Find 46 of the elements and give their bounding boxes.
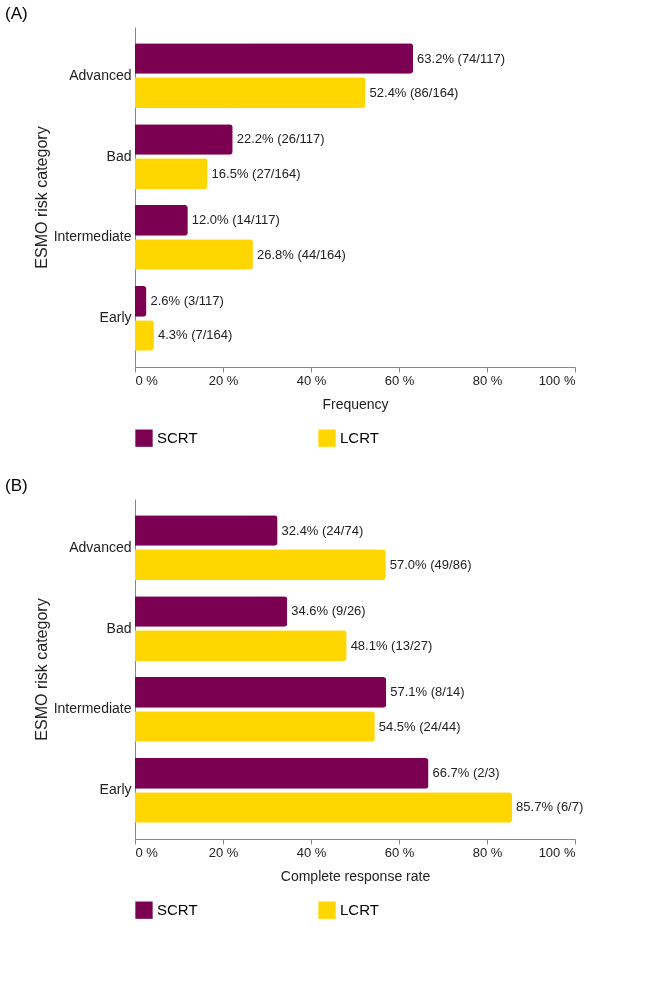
x-tick-label: 100 % [538,372,576,388]
y-tick-label: Intermediate [53,228,132,245]
data-label: 22.2% (26/117) [236,131,325,147]
data-label: 48.1% (13/27) [350,637,433,653]
data-label: 66.7% (2/3) [432,765,500,781]
y-tick-label: Advanced [69,538,132,555]
data-label: 34.6% (9/26) [291,603,366,619]
x-tick-label: 0 % [135,372,159,388]
data-label: 16.5% (27/164) [211,165,301,181]
legend-label: LCRT [340,429,379,447]
data-label: 57.1% (8/14) [390,684,465,700]
y-tick-label: Early [99,781,132,798]
x-axis-title: Complete response rate [280,867,431,884]
y-tick-label: Bad [106,147,132,164]
data-label: 63.2% (74/117) [417,50,506,66]
data-label: 12.0% (14/117) [191,212,280,228]
legend-label: SCRT [157,901,198,919]
data-label: 4.3% (7/164) [157,327,233,343]
data-label: 85.7% (6/7) [516,799,584,815]
x-tick-label: 60 % [384,372,415,388]
y-axis-title: ESMO risk category [32,126,50,269]
data-label: 26.8% (44/164) [256,246,346,262]
y-tick-label: Advanced [69,66,132,83]
legend-label: SCRT [157,429,198,447]
y-tick-label: Intermediate [53,700,132,717]
legend-label: LCRT [340,901,379,919]
y-tick-label: Early [99,309,132,326]
x-tick-label: 60 % [384,844,415,860]
chart-title: (B) [5,476,28,495]
x-tick-label: 40 % [296,372,327,388]
x-tick-label: 0 % [135,844,159,860]
x-tick-label: 100 % [538,844,576,860]
x-tick-label: 40 % [296,844,327,860]
x-tick-label: 80 % [472,372,503,388]
data-label: 57.0% (49/86) [389,556,472,572]
x-tick-label: 20 % [208,372,239,388]
x-tick-label: 80 % [472,844,503,860]
y-tick-label: Bad [106,619,132,636]
x-tick-label: 20 % [208,844,239,860]
data-label: 2.6% (3/117) [150,293,224,309]
chart-title: (A) [5,4,28,23]
data-label: 54.5% (24/44) [378,718,461,734]
data-label: 32.4% (24/74) [281,522,364,538]
data-label: 52.4% (86/164) [369,84,459,100]
x-axis-title: Frequency [322,395,389,412]
y-axis-title: ESMO risk category [32,598,50,741]
